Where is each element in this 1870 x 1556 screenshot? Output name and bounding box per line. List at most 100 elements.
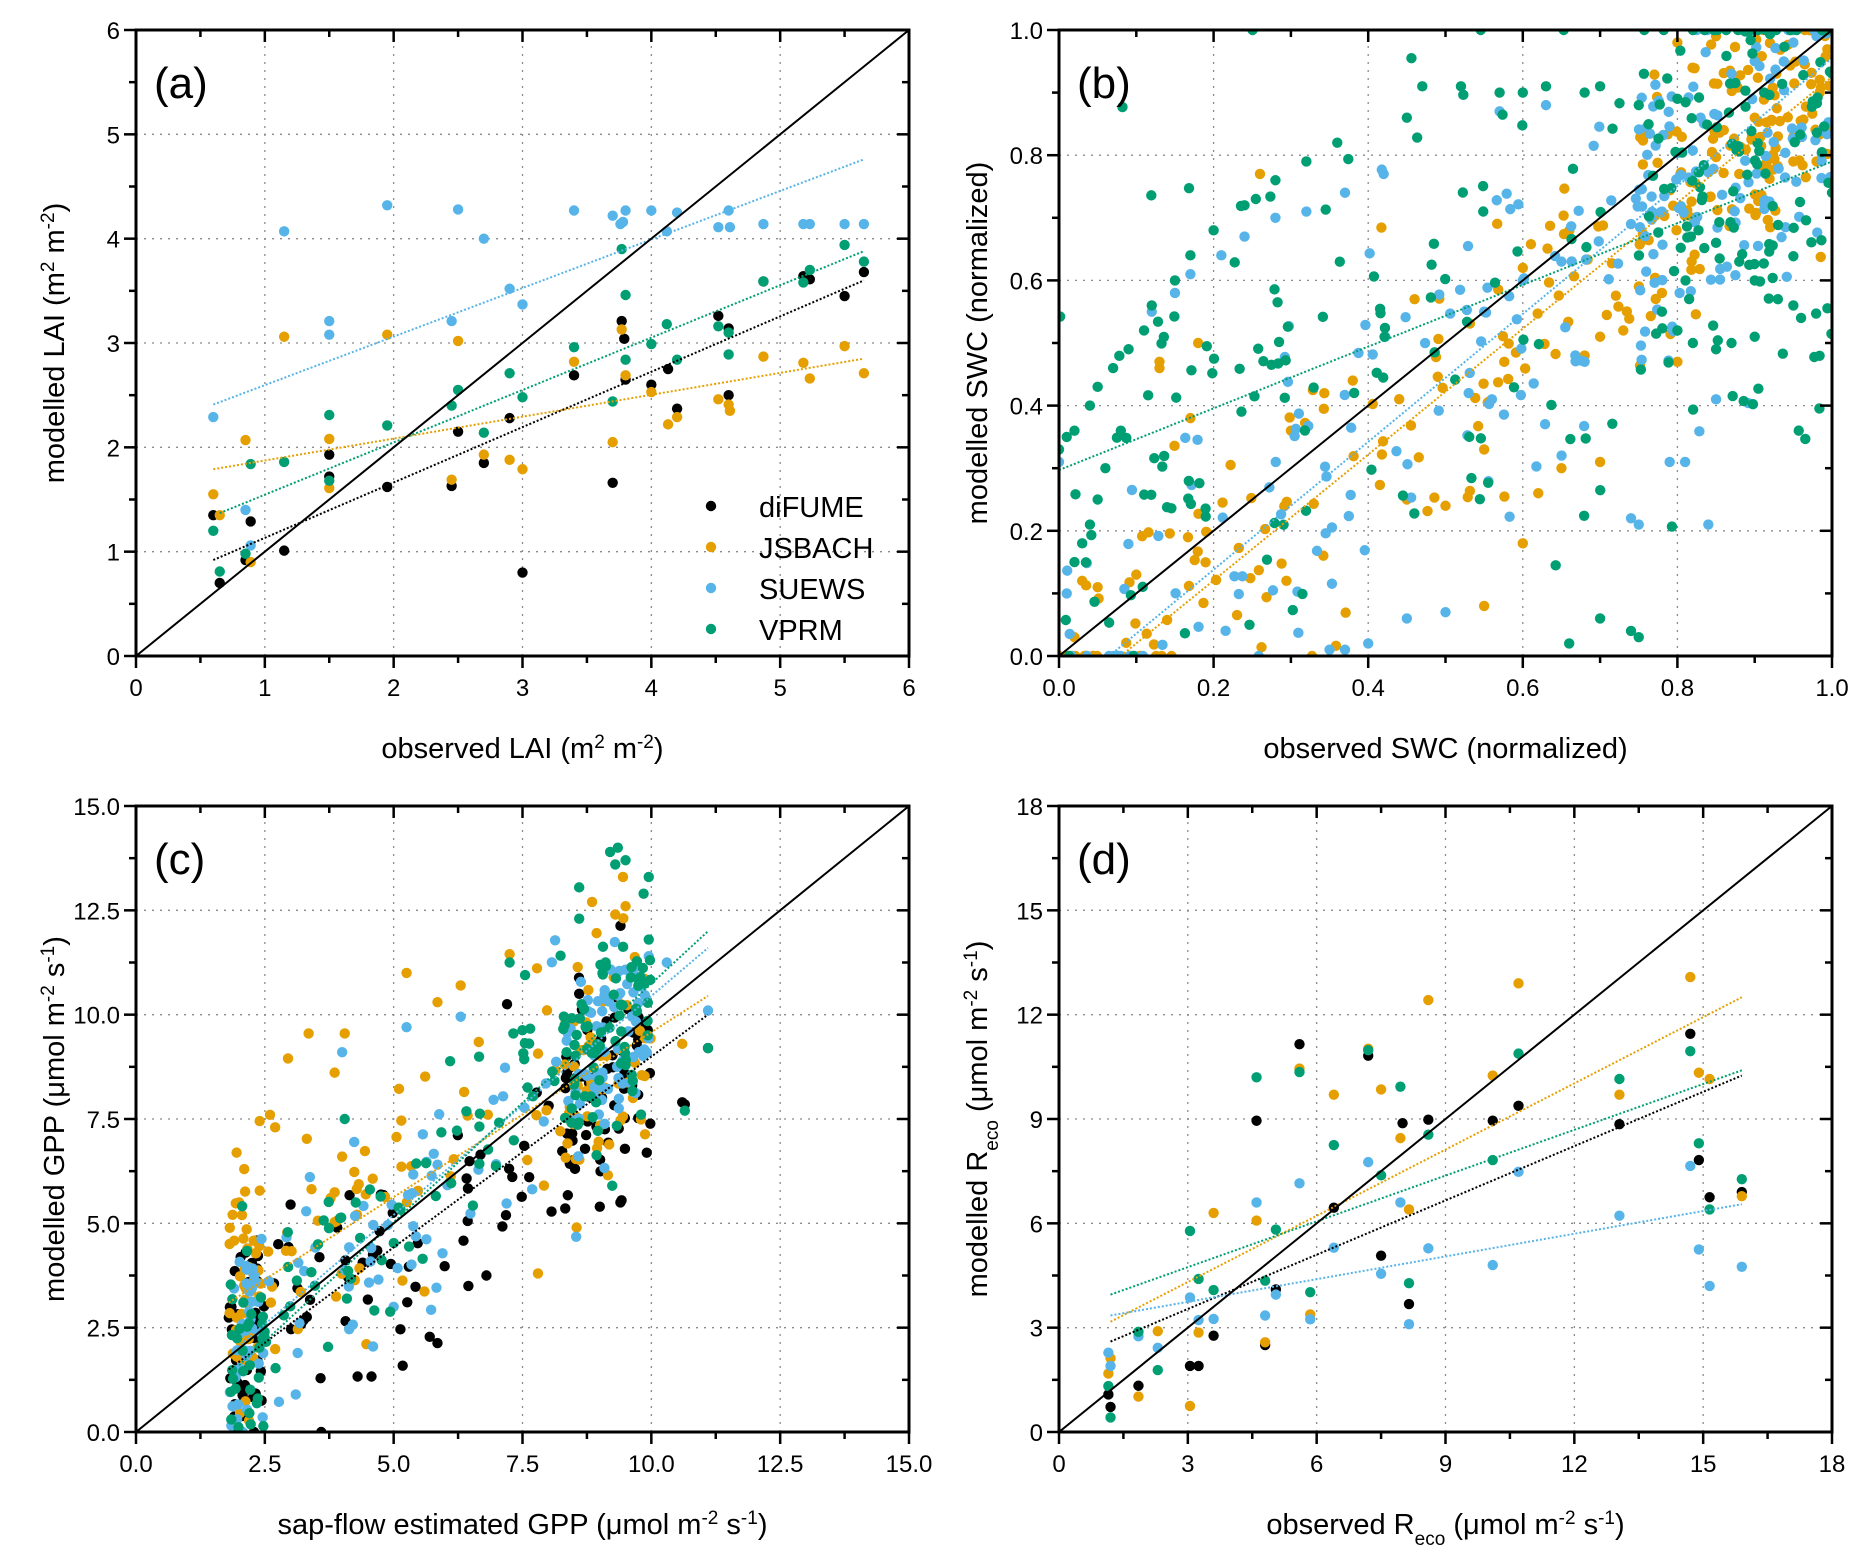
data-point [1294, 1178, 1305, 1189]
data-point [522, 1082, 533, 1093]
data-point [1794, 196, 1806, 208]
data-point [1183, 580, 1195, 592]
data-point [417, 1129, 429, 1140]
x-tick-label: 12.5 [757, 1451, 804, 1478]
data-point [1753, 116, 1764, 128]
data-point [497, 1221, 508, 1232]
data-point [410, 1281, 421, 1293]
data-point [1397, 490, 1409, 501]
data-point [1653, 133, 1664, 144]
data-point [1483, 398, 1495, 410]
data-point [350, 1197, 361, 1208]
data-point [643, 871, 654, 883]
data-point [1663, 357, 1674, 368]
plot-area [1059, 806, 1832, 1432]
data-point [1193, 1327, 1204, 1338]
data-point [1625, 625, 1637, 637]
data-point [1345, 489, 1356, 501]
data-point [461, 1106, 472, 1117]
data-point [1709, 108, 1720, 120]
data-point [1666, 182, 1677, 194]
data-point [1806, 67, 1817, 79]
data-point [1208, 1313, 1219, 1325]
data-point [363, 1277, 375, 1288]
data-point [570, 1231, 582, 1242]
data-point [607, 210, 618, 221]
data-point [588, 1062, 599, 1073]
data-point [619, 1041, 630, 1053]
x-tick-label: 1 [258, 675, 271, 702]
data-point [501, 999, 513, 1010]
data-point [1455, 81, 1467, 92]
data-point [679, 1105, 691, 1116]
data-point [1758, 258, 1769, 269]
data-point [439, 1260, 450, 1272]
data-point [1772, 219, 1784, 231]
data-point [1594, 81, 1606, 92]
data-point [1092, 581, 1103, 593]
data-point [396, 1161, 407, 1172]
data-point [1401, 112, 1413, 123]
y-tick-label: 18 [1016, 794, 1043, 821]
y-tick-label: 0.0 [1010, 644, 1043, 671]
data-point [1649, 69, 1660, 80]
data-point [474, 1108, 486, 1119]
data-point [478, 457, 490, 469]
data-point [366, 1371, 377, 1382]
data-point [1788, 222, 1799, 234]
data-point [839, 290, 850, 302]
data-point [1566, 233, 1577, 245]
data-point [1588, 140, 1599, 152]
data-point [1080, 580, 1092, 591]
data-point [573, 988, 585, 999]
data-point [630, 1003, 642, 1014]
data-point [1394, 394, 1405, 405]
data-point [804, 264, 815, 276]
data-point [417, 1253, 428, 1264]
data-point [1254, 168, 1266, 180]
data-point [419, 1286, 430, 1297]
data-point [540, 1078, 552, 1089]
data-point [1693, 1138, 1705, 1149]
data-point [1710, 394, 1722, 405]
data-point [1290, 423, 1302, 435]
data-point [573, 913, 585, 924]
data-point [354, 1232, 366, 1244]
data-point [635, 1109, 647, 1120]
data-point [351, 1183, 363, 1195]
data-point [1425, 292, 1437, 303]
data-point [504, 368, 515, 379]
data-point [1363, 1044, 1374, 1056]
data-point [430, 1190, 442, 1202]
data-point [517, 567, 528, 578]
data-point [292, 1347, 303, 1359]
y-tick-label: 1.0 [1010, 18, 1043, 45]
data-point [519, 969, 531, 981]
data-point [1550, 348, 1561, 360]
data-point [517, 1024, 528, 1036]
data-point [1740, 155, 1751, 166]
data-point [1267, 585, 1279, 596]
data-point [1779, 41, 1790, 52]
data-point [1638, 68, 1650, 79]
data-point [240, 434, 251, 446]
fit-line-suews [1110, 1203, 1742, 1317]
data-point [1239, 231, 1250, 242]
data-point [433, 1109, 445, 1120]
data-point [1237, 571, 1248, 582]
data-point [569, 1039, 580, 1051]
axis-ticks [124, 804, 911, 1444]
data-point [367, 1341, 379, 1352]
y-tick-label: 6 [1030, 1211, 1043, 1238]
data-point [671, 403, 683, 414]
panel-b-swc: 0.0 0.2 0.4 0.6 0.8 1.0 0.0 0.2 0.4 0.6 0.8 1.0 obse… [962, 18, 1849, 765]
data-point [286, 1246, 297, 1257]
data-point [1141, 628, 1152, 639]
data-point [1092, 381, 1103, 393]
data-point [1198, 597, 1209, 609]
data-point [1253, 564, 1265, 576]
data-point [324, 409, 335, 421]
data-point [1794, 155, 1805, 166]
data-point [1270, 456, 1281, 468]
data-point [1251, 1115, 1262, 1126]
